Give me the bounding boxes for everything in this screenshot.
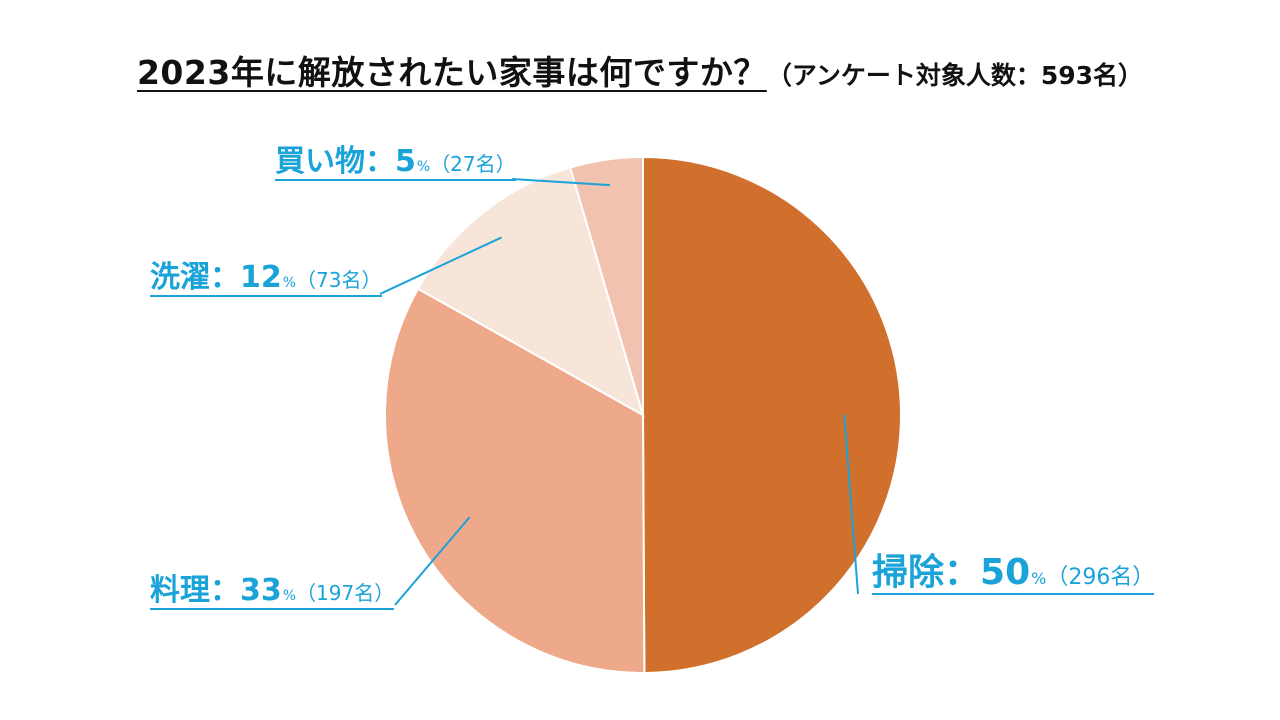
label-laundry: 洗濯：12%（73名） [150,262,382,297]
title-subtitle: （アンケート対象人数：593名） [766,61,1144,90]
pie-slice-cleaning [642,155,902,675]
label-percent-unit: % [282,275,297,291]
label-percent: 5 [395,144,416,179]
label-category: 買い物 [275,144,365,179]
label-percent: 12 [240,260,282,295]
label-shopping: 買い物：5%（27名） [275,146,516,181]
leader-line-laundry [379,236,502,295]
label-count: （27名） [430,152,516,176]
leader-line-cleaning [843,414,859,595]
label-category: 掃除 [872,552,945,593]
label-colon: ： [210,260,240,295]
label-category: 料理 [150,573,210,608]
pie-slice-shopping [568,155,644,416]
label-colon: ： [210,573,240,608]
leader-line-shopping [511,178,610,187]
label-percent-unit: % [1031,569,1047,588]
pie-slice-cooking [384,287,646,674]
label-cleaning: 掃除：50%（296名） [872,552,1155,595]
label-colon: ： [365,144,395,179]
label-percent: 33 [240,573,282,608]
label-count: （197名） [296,581,395,605]
label-percent-unit: % [416,159,431,175]
label-percent: 50 [980,552,1031,593]
label-category: 洗濯 [150,260,210,295]
label-count: （296名） [1046,565,1155,590]
chart-title: 2023年に解放されたい家事は何ですか？（アンケート対象人数：593名） [0,46,1280,94]
leader-line-cooking [394,516,471,606]
label-count: （73名） [296,268,382,292]
title-main: 2023年に解放されたい家事は何ですか？ [136,53,767,92]
label-colon: ： [944,552,981,593]
label-percent-unit: % [282,588,297,604]
label-cooking: 料理：33%（197名） [150,573,395,610]
pie-slice-laundry [416,166,645,418]
